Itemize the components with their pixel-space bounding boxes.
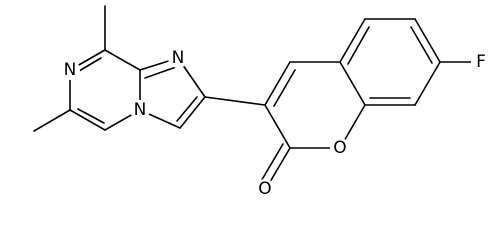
- label-background: [471, 52, 491, 72]
- bond: [33, 109, 71, 132]
- bond: [259, 143, 284, 184]
- atom-label: F: [476, 52, 486, 72]
- label-background: [130, 100, 150, 120]
- bond: [144, 66, 177, 79]
- bond: [104, 49, 141, 71]
- bond: [77, 108, 105, 124]
- molecule-diagram: N N N O O F: [33, 5, 491, 199]
- bond: [204, 96, 266, 106]
- atom-label: N: [134, 100, 147, 120]
- bond: [410, 26, 433, 64]
- atom-labels: N N N O O F: [60, 48, 491, 199]
- atom-label: O: [258, 179, 271, 199]
- bond: [414, 61, 441, 106]
- label-background: [60, 60, 80, 80]
- bond: [176, 96, 198, 122]
- bond: [69, 109, 106, 131]
- label-background: [255, 179, 275, 199]
- bond: [266, 147, 291, 188]
- bond: [179, 96, 206, 129]
- atom-label: O: [333, 138, 346, 158]
- bond: [339, 18, 366, 63]
- atom-label: N: [172, 48, 185, 68]
- label-background: [168, 48, 188, 68]
- bond: [339, 61, 366, 106]
- bond: [347, 26, 370, 65]
- bond: [414, 18, 441, 63]
- bond: [273, 69, 296, 107]
- label-background: [330, 138, 350, 158]
- bonds: [33, 5, 475, 188]
- atom-label: N: [64, 60, 77, 80]
- bond: [264, 61, 291, 106]
- bond: [264, 104, 291, 149]
